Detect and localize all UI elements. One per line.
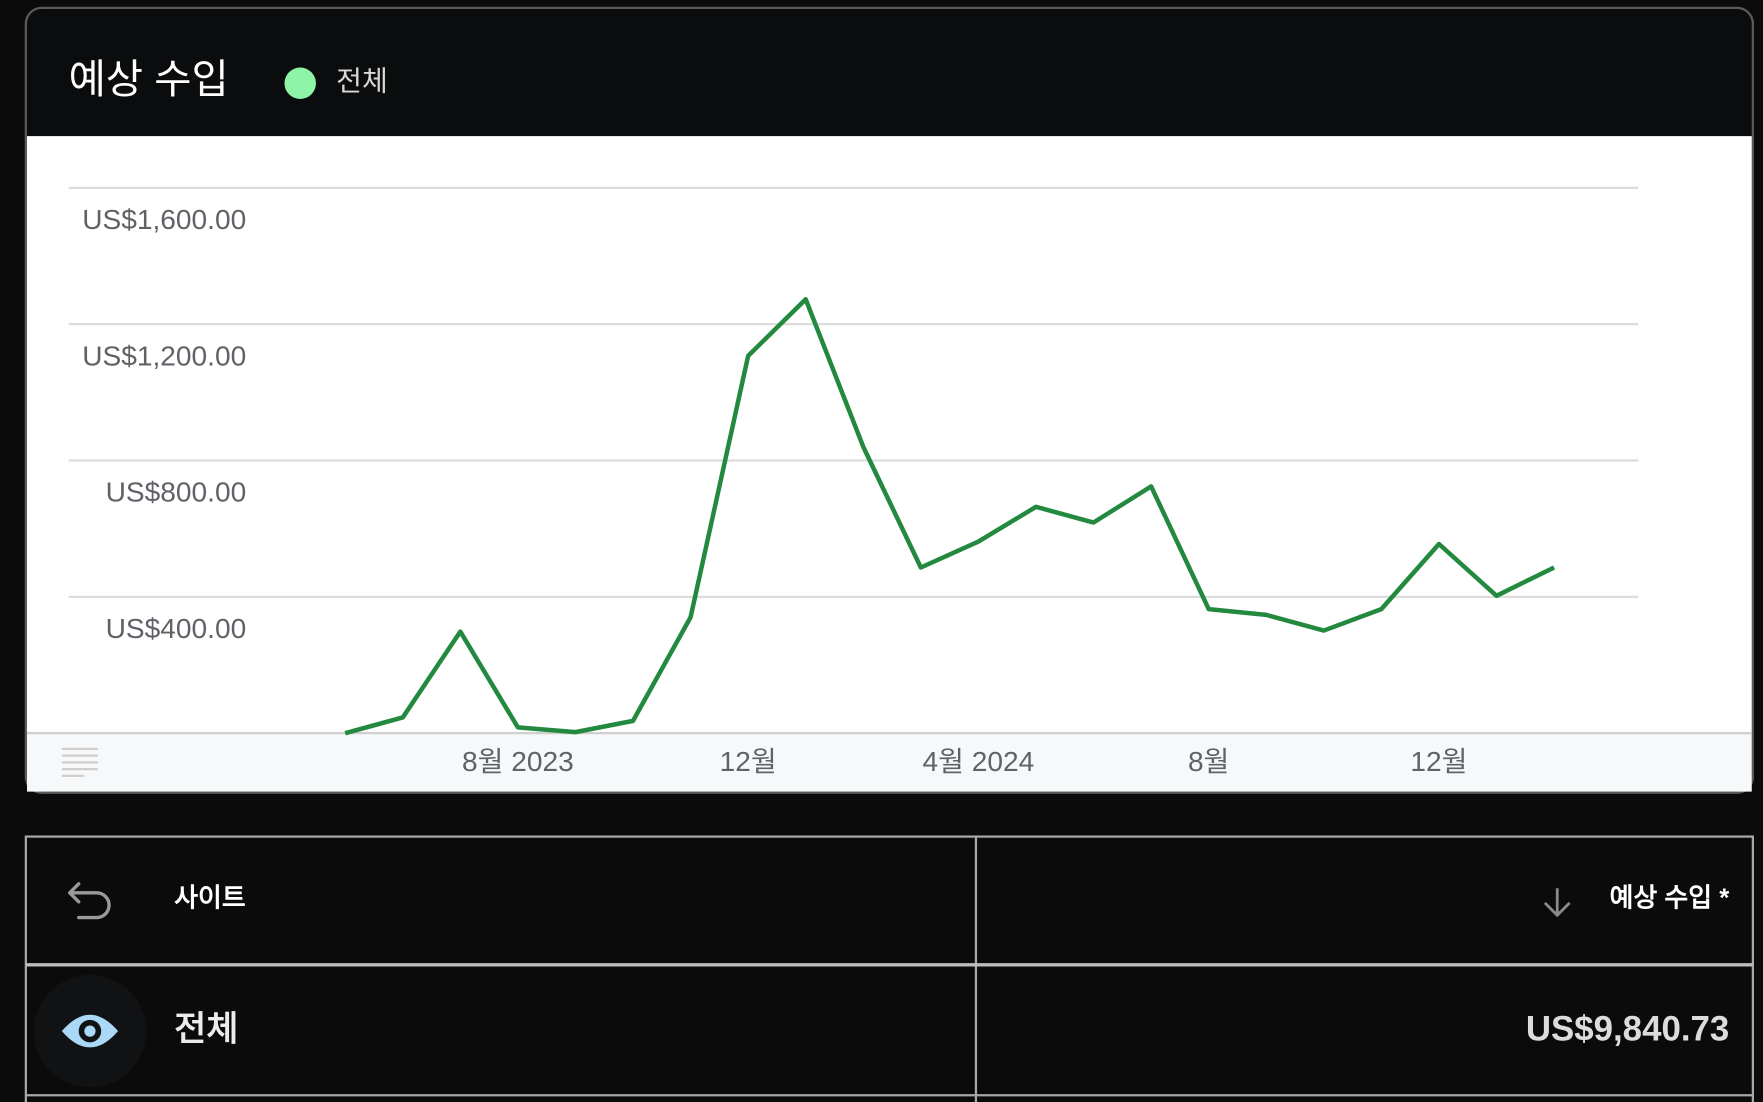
x-axis-band [26, 733, 1752, 792]
sort-icon[interactable] [1543, 888, 1571, 918]
y-tick-label: US$400.00 [106, 613, 247, 644]
x-tick-label: 8월 2023 [462, 746, 574, 777]
x-tick-label: 12월 [1410, 746, 1467, 777]
x-tick-label: 4월 2024 [923, 746, 1035, 777]
row-label: 전체 [174, 1009, 238, 1048]
table [24, 835, 1755, 1102]
eye-center [84, 1025, 96, 1037]
plot-area [26, 136, 1752, 734]
menu-icon[interactable] [61, 747, 98, 777]
data-line [344, 297, 1556, 736]
x-tick-label: 12월 [720, 746, 777, 777]
y-tick-label: US$800.00 [106, 477, 247, 508]
legend-label[interactable]: 전체 [336, 66, 388, 97]
row-value: US$9,840.73 [1526, 1009, 1729, 1048]
y-tick-label: US$1,200.00 [82, 340, 246, 371]
plot: US$400.00 US$800.00 US$1,200.00 US$1,600.00… [68, 186, 1639, 777]
x-tick-label: 8월 [1188, 746, 1229, 777]
column-header[interactable]: 예상 수입 * [1610, 883, 1731, 912]
chart-title: 예상 수입 [69, 56, 229, 102]
legend-marker [284, 67, 316, 100]
column-header[interactable]: 사이트 [174, 883, 245, 912]
y-tick-label: US$1,600.00 [82, 204, 246, 235]
undo-icon[interactable] [68, 882, 111, 920]
